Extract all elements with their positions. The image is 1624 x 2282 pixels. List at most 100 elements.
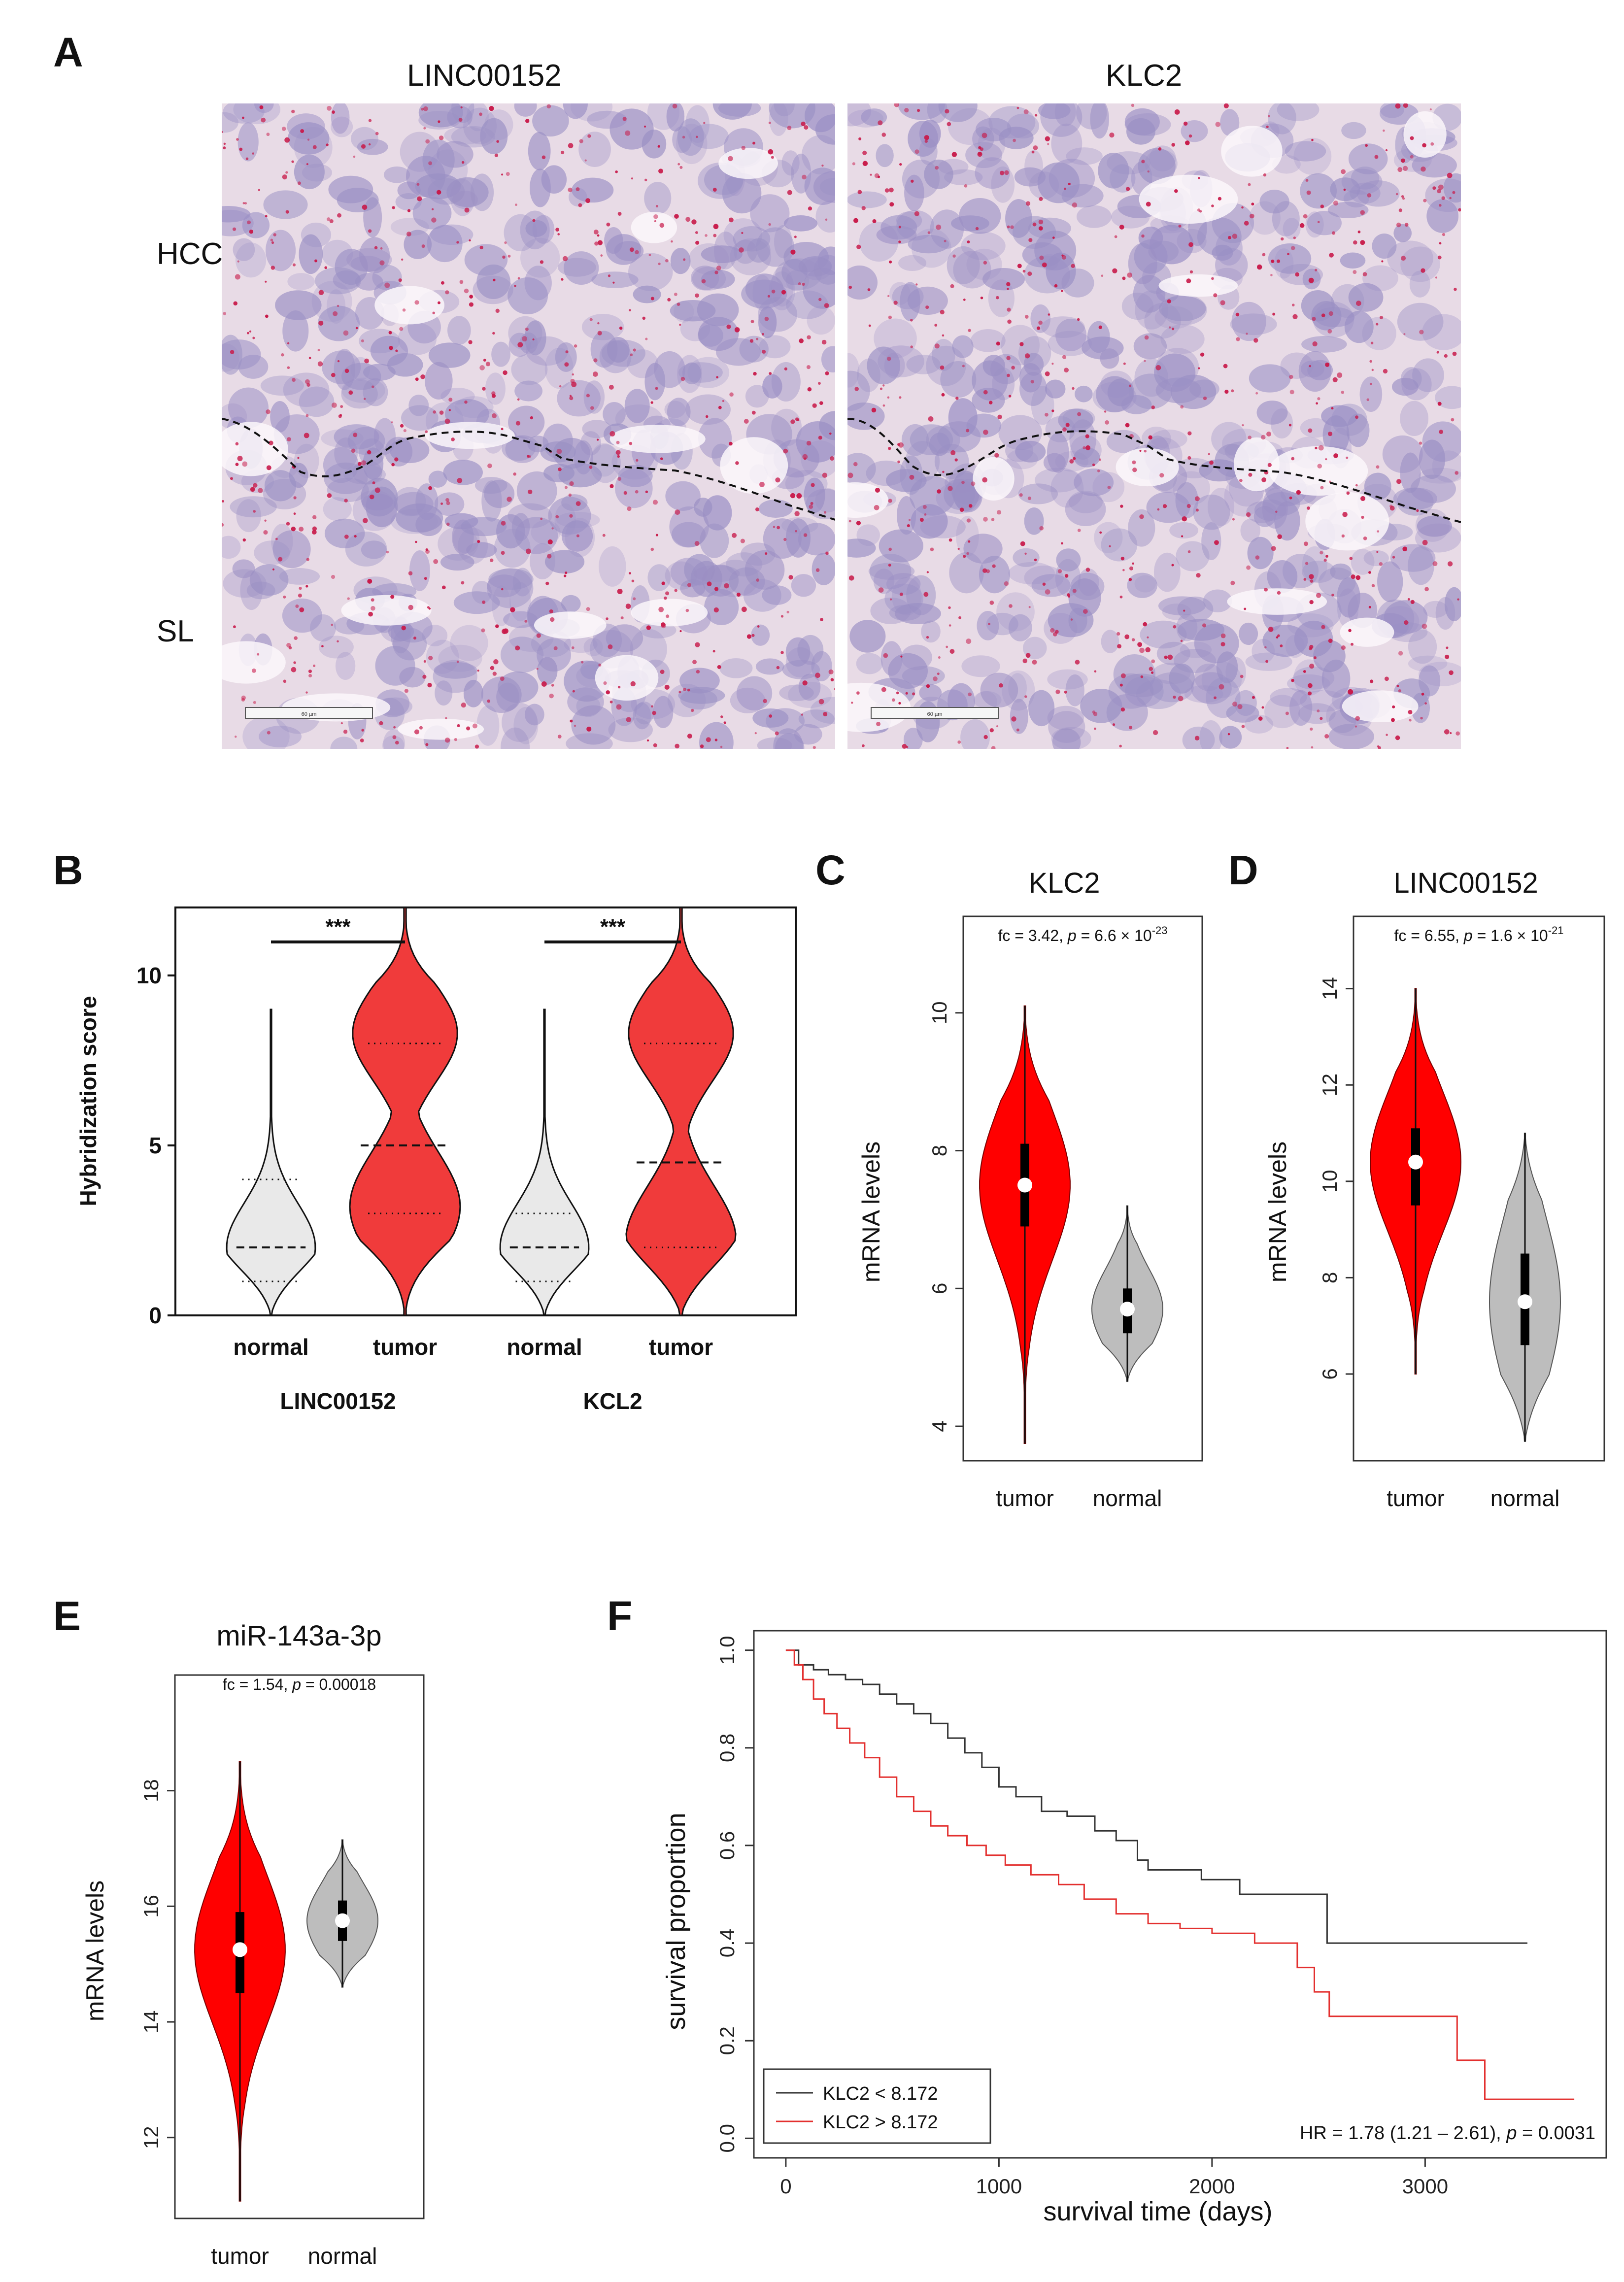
ish-signal-dot	[824, 511, 827, 514]
ish-signal-dot	[1248, 183, 1251, 186]
ish-signal-dot	[687, 583, 692, 587]
ish-signal-dot	[878, 587, 884, 593]
cell-nucleus	[1008, 614, 1032, 641]
ish-signal-dot	[893, 301, 898, 305]
ish-signal-dot	[1124, 634, 1130, 639]
ish-signal-dot	[1402, 166, 1408, 171]
cell-nucleus	[642, 130, 667, 159]
cell-nucleus	[633, 703, 651, 730]
ish-signal-dot	[1396, 222, 1401, 228]
cell-nucleus	[885, 469, 927, 492]
ish-signal-dot	[459, 280, 464, 284]
cell-nucleus	[1387, 240, 1434, 276]
ish-signal-dot	[306, 163, 308, 166]
cell-nucleus	[1382, 435, 1423, 473]
ish-signal-dot	[927, 231, 931, 234]
cell-nucleus	[564, 251, 599, 285]
ish-signal-dot	[433, 559, 439, 564]
ish-signal-dot	[1291, 246, 1295, 250]
panel-letter-c: C	[815, 847, 846, 893]
chart-b-ylabel: Hybridization score	[75, 996, 101, 1207]
ish-signal-dot	[564, 486, 568, 489]
chart-b-violin-normal	[226, 1008, 316, 1316]
cell-nucleus	[999, 127, 1034, 149]
ish-signal-dot	[1277, 534, 1282, 539]
ish-signal-dot	[1240, 674, 1244, 678]
ish-signal-dot	[919, 518, 924, 522]
ish-signal-dot	[572, 690, 575, 693]
cell-nucleus	[847, 538, 876, 558]
ish-signal-dot	[1119, 595, 1123, 599]
tissue-gap	[1342, 690, 1419, 722]
cell-nucleus	[786, 290, 829, 319]
cell-nucleus	[1101, 528, 1138, 562]
ish-signal-dot	[258, 488, 263, 493]
ish-signal-dot	[992, 564, 996, 568]
ish-signal-dot	[600, 254, 603, 257]
ish-signal-dot	[683, 258, 686, 261]
chart-e-frame	[174, 1674, 425, 2219]
ish-signal-dot	[603, 681, 607, 685]
chart-median-dot	[1017, 1177, 1032, 1193]
ish-signal-dot	[685, 217, 691, 222]
ish-signal-dot	[1241, 725, 1245, 728]
ish-signal-dot	[1025, 653, 1031, 658]
cell-nucleus	[1160, 324, 1205, 354]
cell-nucleus	[554, 503, 576, 537]
ish-signal-dot	[1309, 644, 1314, 649]
ish-signal-dot	[560, 150, 565, 155]
ish-signal-dot	[609, 484, 614, 488]
ish-signal-dot	[1255, 555, 1260, 560]
chart-median-dot	[1518, 1294, 1532, 1309]
ish-signal-dot	[565, 350, 569, 354]
ish-signal-dot	[848, 575, 854, 581]
ish-signal-dot	[440, 281, 444, 285]
ish-signal-dot	[825, 551, 829, 555]
ish-signal-dot	[1187, 456, 1191, 460]
ish-signal-dot	[629, 441, 633, 445]
ish-signal-dot	[934, 324, 938, 327]
cell-nucleus	[1056, 548, 1081, 571]
ish-signal-dot	[501, 588, 504, 591]
ish-signal-dot	[1383, 129, 1385, 132]
cell-nucleus	[357, 138, 388, 155]
ish-signal-dot	[318, 290, 324, 296]
ish-signal-dot	[1348, 629, 1352, 633]
ish-signal-dot	[1194, 736, 1200, 741]
cell-nucleus	[565, 518, 595, 557]
ish-signal-dot	[674, 214, 679, 219]
ish-signal-dot	[957, 740, 961, 744]
cell-nucleus	[719, 658, 753, 678]
ish-signal-dot	[1321, 625, 1325, 629]
cell-nucleus	[911, 229, 951, 268]
ish-signal-dot	[379, 260, 385, 266]
ish-signal-dot	[852, 162, 855, 166]
ish-signal-dot	[694, 541, 700, 546]
ish-signal-dot	[756, 337, 759, 340]
ish-signal-dot	[1028, 606, 1031, 608]
ish-signal-dot	[569, 396, 574, 401]
ish-signal-dot	[1187, 550, 1191, 553]
ish-signal-dot	[331, 372, 336, 377]
tissue-gap	[1221, 126, 1283, 177]
chart-f-xlabel: survival time (days)	[1043, 2197, 1272, 2226]
cell-nucleus	[762, 374, 782, 399]
ish-signal-dot	[887, 396, 890, 399]
ish-signal-dot	[1030, 380, 1034, 384]
ish-signal-dot	[1419, 441, 1422, 445]
cell-nucleus	[1070, 435, 1102, 466]
ish-signal-dot	[451, 437, 455, 441]
ish-signal-dot	[829, 432, 832, 435]
ish-signal-dot	[978, 146, 981, 149]
ish-signal-dot	[428, 607, 431, 610]
cell-nucleus	[1024, 565, 1064, 590]
tissue-gap	[1269, 446, 1368, 496]
ish-signal-dot	[757, 625, 760, 628]
ish-signal-dot	[1162, 504, 1167, 508]
ish-signal-dot	[904, 107, 909, 113]
ish-signal-dot	[1023, 109, 1029, 114]
ish-signal-dot	[1288, 424, 1292, 427]
ish-signal-dot	[1007, 288, 1009, 290]
ish-signal-dot	[1184, 140, 1190, 145]
ish-signal-dot	[329, 219, 334, 223]
